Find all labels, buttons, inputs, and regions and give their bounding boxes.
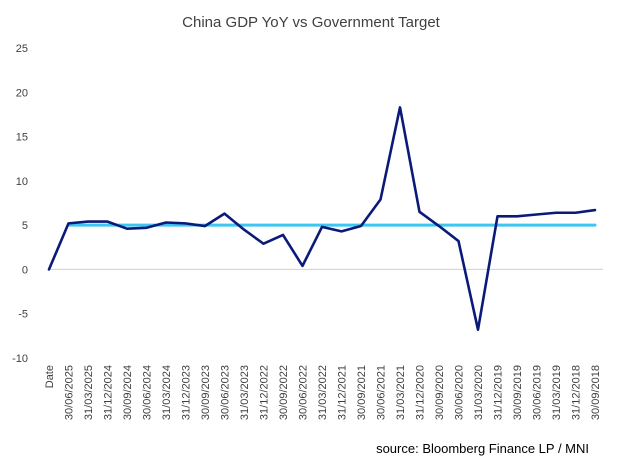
y-axis: 25 20 15 10 5 0 -5 -10	[12, 43, 28, 365]
x-tick-label: 31/03/2024	[161, 365, 173, 420]
y-tick-label: -10	[12, 353, 28, 365]
x-tick-label: 31/03/2021	[395, 365, 407, 420]
x-tick-label: 31/03/2019	[551, 365, 563, 420]
gdp-point	[379, 198, 382, 201]
gdp-point	[106, 220, 109, 223]
x-tick-label: 31/12/2018	[571, 365, 583, 420]
gdp-point	[126, 227, 129, 230]
y-tick-label: -5	[18, 309, 28, 321]
x-tick-label: 30/06/2019	[532, 365, 544, 420]
gdp-point	[262, 242, 265, 245]
gdp-point	[184, 222, 187, 225]
target-point	[516, 224, 519, 227]
target-point	[535, 224, 538, 227]
gdp-point	[360, 225, 363, 228]
series-layer	[47, 106, 597, 331]
gdp-point	[418, 210, 421, 213]
series-line-gdp-yoy	[47, 106, 597, 331]
gdp-point	[165, 221, 168, 224]
target-point	[457, 224, 460, 227]
x-tick-label: 31/12/2024	[103, 365, 115, 420]
x-tick-label: 30/09/2019	[512, 365, 524, 420]
target-point	[243, 224, 246, 227]
x-tick-label: 30/09/2018	[590, 365, 602, 420]
gdp-point	[223, 212, 226, 215]
gdp-point	[87, 220, 90, 223]
target-point	[594, 224, 597, 227]
target-point	[340, 224, 343, 227]
x-tick-label: 31/12/2020	[415, 365, 427, 420]
gdp-point	[438, 225, 441, 228]
gdp-point	[340, 230, 343, 233]
x-tick-label: 30/06/2021	[376, 365, 388, 420]
x-tick-label: 31/03/2022	[317, 365, 329, 420]
x-tick-label: 30/09/2023	[200, 365, 212, 420]
gdp-point	[477, 328, 480, 331]
target-point	[282, 224, 285, 227]
gdp-point	[204, 225, 207, 228]
target-point	[126, 224, 129, 227]
y-tick-label: 20	[16, 87, 28, 99]
x-tick-label: 30/06/2020	[454, 365, 466, 420]
x-tick-label: 30/06/2024	[142, 365, 154, 420]
gdp-point	[145, 226, 148, 229]
target-point	[555, 224, 558, 227]
gdp-point	[67, 222, 70, 225]
x-tick-label: 30/09/2022	[278, 365, 290, 420]
gdp-point	[574, 211, 577, 214]
target-point	[477, 224, 480, 227]
gdp-point	[48, 268, 51, 271]
target-point	[574, 224, 577, 227]
y-tick-label: 10	[16, 176, 28, 188]
x-tick-label: 30/06/2022	[298, 365, 310, 420]
y-tick-label: 15	[16, 132, 28, 144]
target-point	[399, 224, 402, 227]
gdp-point	[301, 264, 304, 267]
target-point	[87, 224, 90, 227]
x-tick-label: 31/03/2025	[83, 365, 95, 420]
x-tick-label: 31/12/2022	[259, 365, 271, 420]
target-point	[301, 224, 304, 227]
target-point	[379, 224, 382, 227]
x-tick-label: 31/12/2019	[493, 365, 505, 420]
x-tick-label: 31/12/2023	[181, 365, 193, 420]
x-tick-label: 30/09/2020	[434, 365, 446, 420]
gdp-point	[535, 213, 538, 216]
gdp-point	[457, 240, 460, 243]
x-tick-label: Date	[44, 365, 56, 388]
gdp-point	[282, 233, 285, 236]
x-tick-label: 30/09/2021	[356, 365, 368, 420]
target-point	[223, 224, 226, 227]
y-tick-label: 0	[22, 264, 28, 276]
source-note: source: Bloomberg Finance LP / MNI	[376, 441, 589, 456]
gdp-point	[321, 225, 324, 228]
x-tick-label: 30/06/2025	[64, 365, 76, 420]
gdp-point	[594, 209, 597, 212]
gdp-point	[399, 106, 402, 109]
x-tick-label: 31/12/2021	[337, 365, 349, 420]
gdp-point	[555, 211, 558, 214]
x-axis: Date 30/06/2025 31/03/2025 31/12/2024 30/09/…	[44, 365, 602, 420]
gdp-point	[496, 215, 499, 218]
x-tick-label: 31/03/2023	[239, 365, 251, 420]
gdp-point	[243, 228, 246, 231]
target-point	[106, 224, 109, 227]
gdp-point	[516, 215, 519, 218]
x-tick-label: 30/09/2024	[122, 365, 134, 420]
x-tick-label: 31/03/2020	[473, 365, 485, 420]
y-tick-label: 5	[22, 220, 28, 232]
chart-title: China GDP YoY vs Government Target	[182, 14, 440, 31]
x-tick-label: 30/06/2023	[220, 365, 232, 420]
target-point	[262, 224, 265, 227]
y-tick-label: 25	[16, 43, 28, 55]
target-point	[418, 224, 421, 227]
